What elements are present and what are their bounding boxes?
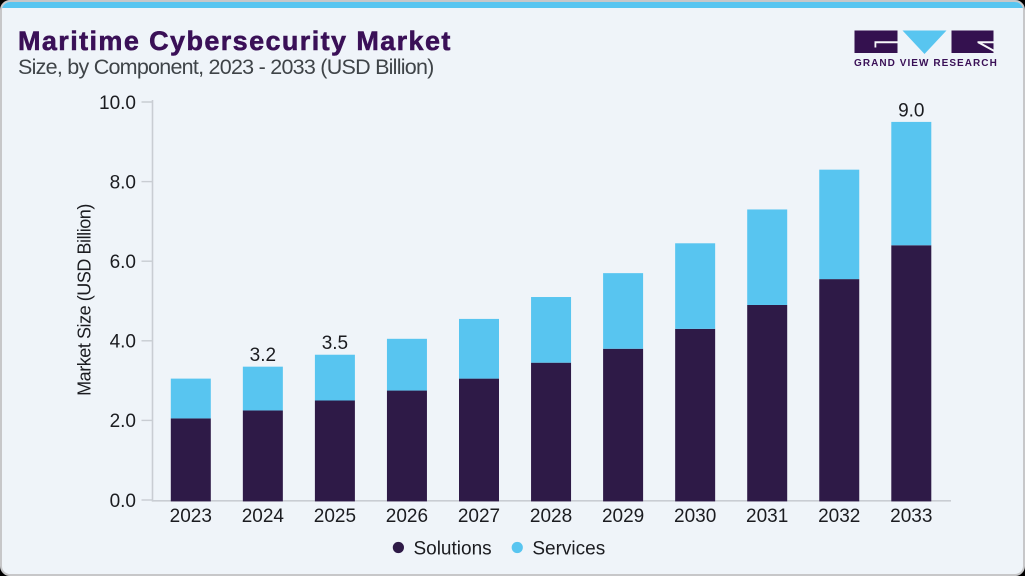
- bar-segment-services: [314, 354, 355, 401]
- bar-segment-solutions: [531, 362, 572, 502]
- bar-segment-solutions: [386, 390, 427, 502]
- x-axis-category-label: 2024: [242, 506, 285, 527]
- bar-segment-solutions: [891, 245, 932, 502]
- y-axis-title: Market Size (USD Billion): [75, 204, 95, 396]
- y-axis-tick-label: 4.0: [110, 332, 136, 353]
- y-axis-tick-label: 6.0: [110, 252, 136, 273]
- gvr-logo-mark: [854, 30, 994, 54]
- bar-segment-services: [603, 273, 644, 349]
- gvr-logo-text: GRAND VIEW RESEARCH: [854, 57, 998, 69]
- x-axis-category-label: 2027: [458, 506, 500, 527]
- x-axis-category-label: 2029: [602, 506, 644, 527]
- bar-segment-services: [170, 378, 211, 419]
- x-axis-category-label: 2030: [674, 506, 716, 527]
- bar-segment-services: [242, 366, 283, 411]
- bar-segment-solutions: [747, 304, 788, 502]
- chart-legend: Solutions Services: [392, 538, 605, 559]
- legend-label-solutions: Solutions: [413, 538, 491, 559]
- x-axis-category-label: 2023: [170, 506, 212, 527]
- y-axis-tick-label: 10.0: [99, 93, 136, 114]
- legend-label-services: Services: [532, 538, 605, 559]
- gvr-logo: GRAND VIEW RESEARCH: [854, 30, 998, 69]
- y-axis-tick-label: 0.0: [110, 491, 136, 512]
- bar-value-label: 3.5: [322, 333, 348, 354]
- x-axis-category-label: 2025: [314, 506, 356, 527]
- legend-marker-services: [511, 541, 523, 554]
- bar-segment-solutions: [242, 410, 283, 502]
- x-axis-category-label: 2028: [530, 506, 572, 527]
- chart-title: Maritime Cybersecurity Market: [18, 25, 452, 56]
- bar-segment-services: [819, 169, 860, 280]
- x-axis-category-label: 2031: [746, 506, 788, 527]
- bar-segment-solutions: [675, 328, 716, 502]
- x-axis-category-label: 2033: [890, 506, 932, 527]
- bar-segment-solutions: [314, 400, 355, 502]
- gvr-logo-letter-v: [902, 30, 947, 54]
- bar-value-label: 3.2: [250, 345, 276, 366]
- bar-segment-solutions: [819, 279, 860, 502]
- gvr-logo-letter-g: [854, 30, 898, 53]
- bar-segment-services: [891, 121, 932, 246]
- bar-segment-services: [675, 243, 716, 329]
- bar-value-label: 9.0: [898, 100, 924, 121]
- bar-segment-services: [531, 297, 572, 363]
- bar-segment-solutions: [170, 418, 211, 502]
- bar-segment-services: [459, 318, 499, 379]
- x-axis-category-label: 2026: [386, 506, 428, 527]
- y-axis-tick-label: 2.0: [110, 411, 136, 432]
- bar-segment-services: [747, 209, 788, 305]
- bar-segment-services: [386, 338, 427, 391]
- x-axis-category-label: 2032: [818, 506, 860, 527]
- bar-segment-solutions: [459, 378, 499, 502]
- bar-segment-solutions: [603, 348, 644, 502]
- card-top-accent-bar: [2, 2, 1023, 8]
- legend-marker-solutions: [392, 541, 404, 554]
- gvr-logo-letter-r: [951, 30, 994, 53]
- chart-subtitle: Size, by Component, 2023 - 2033 (USD Bil…: [18, 54, 434, 79]
- y-axis-tick-label: 8.0: [110, 172, 136, 193]
